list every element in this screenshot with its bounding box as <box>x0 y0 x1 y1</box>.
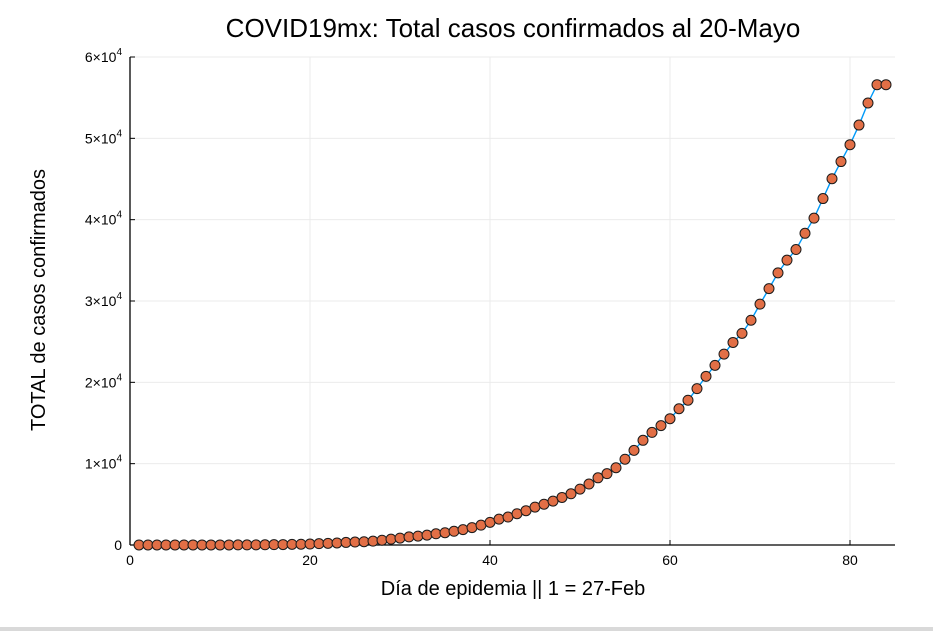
y-tick-label: 4×104 <box>85 210 123 228</box>
data-point <box>466 522 478 534</box>
data-point <box>502 511 514 523</box>
data-point <box>709 359 721 371</box>
x-tick-label: 40 <box>482 552 498 568</box>
x-tick-label: 20 <box>302 552 318 568</box>
data-point <box>151 539 163 551</box>
data-point <box>826 173 838 185</box>
data-point <box>538 498 550 510</box>
data-point <box>574 483 586 495</box>
data-point <box>610 462 622 474</box>
data-point <box>331 537 343 549</box>
data-point <box>241 539 253 551</box>
data-point <box>682 394 694 406</box>
data-point <box>583 478 595 490</box>
data-point <box>457 524 469 536</box>
data-point <box>295 538 307 550</box>
data-point <box>313 538 325 550</box>
data-point <box>448 525 460 537</box>
data-point <box>259 539 271 551</box>
data-point <box>187 539 199 551</box>
data-point <box>358 536 370 548</box>
data-point <box>340 536 352 548</box>
data-point <box>754 298 766 310</box>
tick-labels: 0 20 40 60 80 0 1×104 2×104 3×104 4×104 5×104 6×104 <box>85 47 858 568</box>
data-point <box>475 519 487 531</box>
data-point <box>790 244 802 256</box>
data-point <box>520 505 532 517</box>
data-point <box>385 533 397 545</box>
grid <box>129 56 895 546</box>
data-point <box>493 513 505 525</box>
series-line <box>138 84 886 546</box>
data-point <box>691 383 703 395</box>
x-axis-label: Día de epidemia || 1 = 27-Feb <box>381 578 645 600</box>
data-point <box>304 538 316 550</box>
data-point <box>277 539 289 551</box>
data-point <box>601 468 613 480</box>
data-point <box>349 536 361 548</box>
chart-title: COVID19mx: Total casos confirmados al 20… <box>226 13 801 43</box>
data-point <box>430 528 442 540</box>
y-tick-label: 6×104 <box>85 47 123 65</box>
data-point <box>529 501 541 513</box>
data-point <box>592 472 604 484</box>
data-point <box>727 336 739 348</box>
data-point <box>718 348 730 360</box>
data-point <box>655 420 667 432</box>
data-point <box>565 488 577 500</box>
data-point <box>664 413 676 425</box>
y-tick-label: 2×104 <box>85 372 123 390</box>
data-point <box>223 539 235 551</box>
y-tick-label: 3×104 <box>85 291 123 309</box>
data-point <box>844 139 856 151</box>
data-point <box>637 434 649 446</box>
data-point <box>781 254 793 266</box>
data-point <box>772 267 784 279</box>
data-point <box>142 539 154 551</box>
data-point <box>817 193 829 205</box>
data-point <box>799 227 811 239</box>
data-point <box>268 539 280 551</box>
data-point <box>745 314 757 326</box>
data-point <box>412 530 424 542</box>
data-point <box>511 508 523 520</box>
x-tick-label: 0 <box>126 552 134 568</box>
data-point <box>808 212 820 224</box>
data-point <box>835 156 847 168</box>
data-point <box>421 529 433 541</box>
x-tick-label: 80 <box>842 552 858 568</box>
data-point <box>547 495 559 507</box>
y-axis-label: TOTAL de casos confirmados <box>28 169 50 431</box>
x-tick-label: 60 <box>662 552 678 568</box>
data-point <box>232 539 244 551</box>
data-point <box>403 531 415 543</box>
data-point <box>880 79 892 91</box>
data-point <box>439 527 451 539</box>
y-tick-label: 5×104 <box>85 128 123 146</box>
data-points <box>133 79 892 551</box>
data-point <box>700 370 712 382</box>
data-point <box>853 119 865 131</box>
data-point <box>322 537 334 549</box>
y-tick-label: 0 <box>114 537 122 553</box>
data-point <box>367 535 379 547</box>
data-point <box>556 491 568 503</box>
data-point <box>619 453 631 465</box>
data-point <box>673 403 685 415</box>
data-point <box>628 444 640 456</box>
data-point <box>736 327 748 339</box>
data-point <box>286 538 298 550</box>
y-tick-label: 1×104 <box>85 454 123 472</box>
data-point <box>862 97 874 109</box>
data-point <box>394 532 406 544</box>
data-point <box>178 539 190 551</box>
data-point <box>376 534 388 546</box>
data-point <box>250 539 262 551</box>
data-point <box>763 283 775 295</box>
data-point <box>646 426 658 438</box>
data-point <box>133 539 145 551</box>
window-bottom-border <box>0 627 933 631</box>
data-point <box>484 516 496 528</box>
